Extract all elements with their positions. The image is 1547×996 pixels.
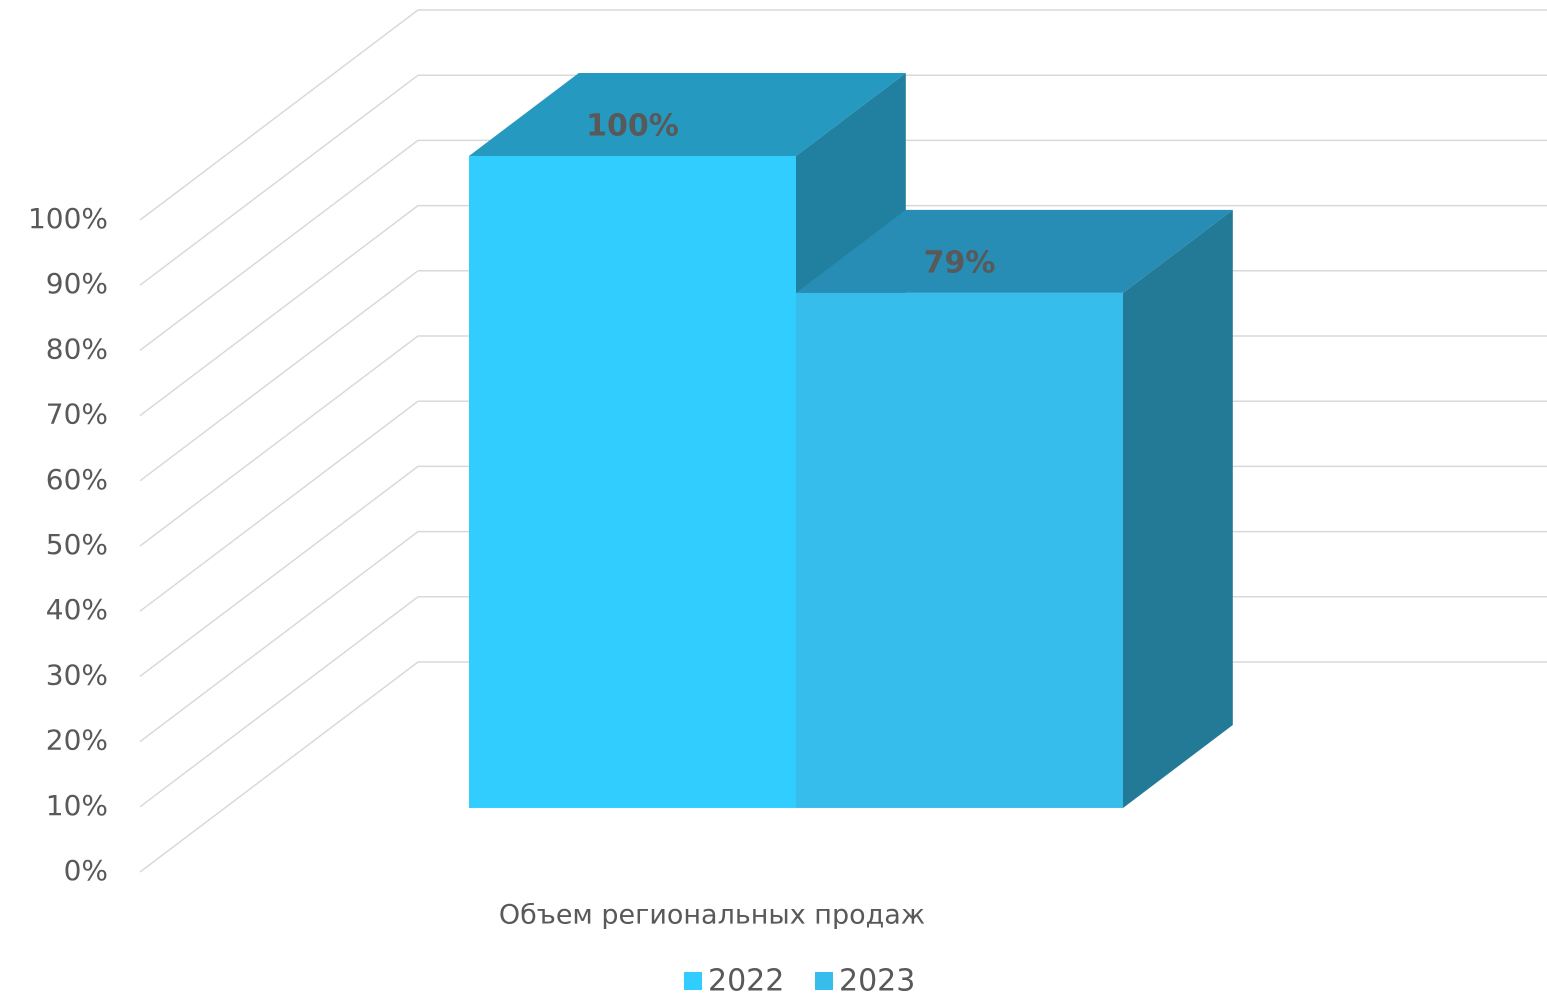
y-tick-label: 60%: [46, 463, 108, 496]
grid-line: [139, 9, 419, 221]
grid-line: [139, 205, 419, 417]
legend-swatch: [684, 972, 702, 990]
grid-line: [139, 139, 419, 351]
grid-line: [139, 465, 419, 677]
y-tick-label: 30%: [46, 658, 108, 691]
y-tick-label: 10%: [46, 789, 108, 822]
grid-line: [139, 74, 419, 286]
y-tick-label: 70%: [46, 398, 108, 431]
grid-line: [139, 335, 419, 547]
y-tick-label: 100%: [28, 202, 108, 235]
grid-line: [139, 661, 419, 873]
data-label: 79%: [924, 245, 996, 280]
grid-line: [139, 531, 419, 743]
y-tick-label: 80%: [46, 332, 108, 365]
grid-line: [139, 596, 419, 808]
legend-label: 2022: [708, 964, 784, 996]
bar-top: [469, 73, 906, 156]
data-label: 100%: [586, 108, 679, 143]
grid-line: [139, 400, 419, 612]
grid-line: [139, 270, 419, 482]
y-tick-label: 90%: [46, 267, 108, 300]
bar: [469, 155, 796, 808]
bar-side: [1123, 209, 1233, 808]
y-tick-label: 0%: [64, 854, 108, 887]
bar: [796, 292, 1123, 808]
y-tick-label: 20%: [46, 724, 108, 757]
y-tick-label: 50%: [46, 528, 108, 561]
x-tick-label: Объем региональных продаж: [499, 900, 925, 931]
legend-swatch: [815, 972, 833, 990]
legend-label: 2023: [839, 964, 915, 996]
bar-top: [796, 209, 1233, 293]
y-tick-label: 40%: [46, 593, 108, 626]
